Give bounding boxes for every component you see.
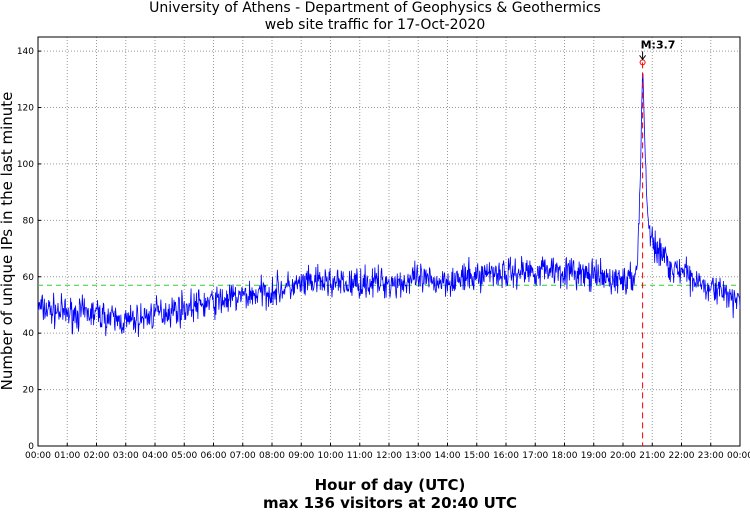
x-axis-label: Hour of day (UTC) — [314, 476, 466, 494]
x-tick-label: 15:00 — [464, 451, 490, 461]
x-tick-label: 02:00 — [84, 451, 110, 461]
x-tick-label: 00:00 — [727, 451, 750, 461]
x-tick-label: 18:00 — [552, 451, 578, 461]
x-tick-label: 11:00 — [347, 451, 373, 461]
x-tick-label: 16:00 — [493, 451, 519, 461]
y-tick-label: 120 — [17, 104, 34, 114]
x-tick-label: 00:00 — [25, 451, 51, 461]
chart-subtitle: web site traffic for 17-Oct-2020 — [264, 17, 486, 33]
x-tick-label: 06:00 — [201, 451, 227, 461]
y-tick-label: 80 — [23, 216, 35, 226]
event-arrow-head — [639, 55, 646, 61]
x-tick-label: 12:00 — [376, 451, 402, 461]
chart-title: University of Athens - Department of Geo… — [149, 0, 601, 16]
traffic-series-line — [37, 72, 741, 338]
y-tick-label: 100 — [17, 160, 34, 170]
x-tick-label: 22:00 — [669, 451, 695, 461]
max-visitors-note: max 136 visitors at 20:40 UTC — [262, 494, 518, 512]
x-tick-label: 21:00 — [639, 451, 665, 461]
x-tick-label: 05:00 — [171, 451, 197, 461]
x-tick-label: 23:00 — [698, 451, 724, 461]
x-tick-label: 04:00 — [142, 451, 168, 461]
x-tick-label: 07:00 — [230, 451, 256, 461]
event-label: M:3.7 — [641, 38, 676, 51]
plot-area: M:3.7 — [37, 38, 741, 446]
y-tick-label: 140 — [17, 47, 34, 57]
x-tick-label: 19:00 — [581, 451, 607, 461]
x-tick-label: 20:00 — [610, 451, 636, 461]
y-axis-label: Number of unique IPs in the last minute — [0, 91, 16, 391]
x-tick-label: 13:00 — [405, 451, 431, 461]
axes: 00:00 01:00 02:00 03:00 04:00 05:00 06:00 07:00… — [17, 36, 750, 461]
y-tick-label: 40 — [23, 329, 35, 339]
plot-frame — [37, 36, 741, 447]
x-tick-label: 14:00 — [435, 451, 461, 461]
grid — [38, 37, 740, 446]
y-tick-label: 20 — [23, 386, 35, 396]
x-tick-label: 01:00 — [54, 451, 80, 461]
x-tick-label: 09:00 — [288, 451, 314, 461]
x-tick-label: 08:00 — [259, 451, 285, 461]
x-tick-label: 03:00 — [113, 451, 139, 461]
y-tick-label: 0 — [28, 442, 34, 452]
x-tick-label: 17:00 — [522, 451, 548, 461]
x-tick-label: 10:00 — [318, 451, 344, 461]
y-tick-label: 60 — [23, 273, 35, 283]
